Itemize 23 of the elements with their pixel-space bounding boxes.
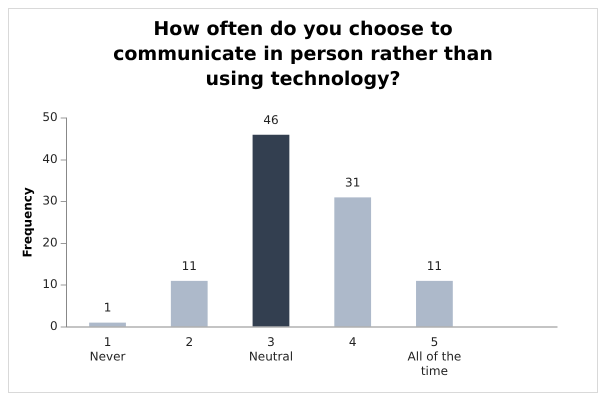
x-tick-label: 3 Neutral: [248, 335, 294, 364]
x-tick-label: 5 All of the time: [408, 335, 462, 378]
chart-title: How often do you choose to communicate in person rather than using technology?: [113, 17, 493, 92]
bar: [170, 280, 208, 326]
bar: [252, 134, 290, 326]
data-label: 11: [426, 258, 442, 273]
data-label: 1: [104, 300, 112, 315]
y-tick-label: 30: [42, 194, 58, 208]
bar: [334, 197, 372, 326]
data-label: 11: [182, 258, 197, 273]
bar: [89, 322, 126, 326]
y-tick-label: 10: [42, 277, 58, 292]
y-tick-label: 40: [42, 152, 58, 166]
y-tick-label: 50: [42, 110, 58, 124]
data-label: 31: [345, 175, 360, 190]
y-tick-label: 20: [42, 235, 58, 250]
x-tick-label: 1 Never: [90, 335, 126, 364]
x-tick-label: 2: [185, 335, 194, 350]
bar: [416, 280, 453, 326]
y-tick-label: 0: [50, 318, 58, 333]
y-axis-title: Frequency: [20, 187, 34, 258]
x-tick-label: 4: [348, 335, 357, 350]
data-label: 46: [263, 112, 279, 127]
